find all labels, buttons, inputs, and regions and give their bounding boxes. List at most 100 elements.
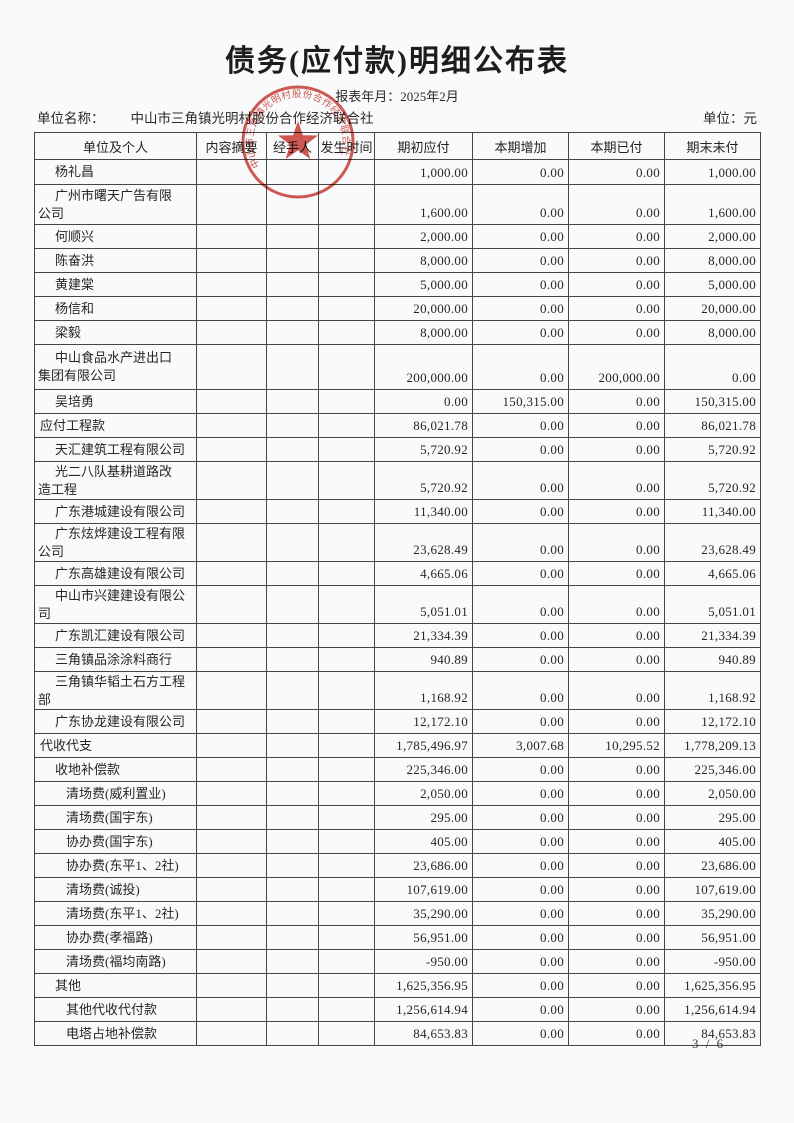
end-unpaid-cell: 107,619.00 xyxy=(664,877,761,903)
period-paid-cell: 0.00 xyxy=(568,757,665,783)
handler-cell xyxy=(266,781,319,807)
debtor-name-cell: 广东港城建设有限公司 xyxy=(34,499,197,525)
end-unpaid-cell: 20,000.00 xyxy=(664,296,761,321)
debtor-name-cell: 中山食品水产进出口 集团有限公司 xyxy=(34,344,197,390)
handler-cell xyxy=(266,413,319,438)
column-header-handler: 经手人 xyxy=(266,132,319,160)
summary-cell xyxy=(196,623,267,649)
period-increase-cell: 0.00 xyxy=(472,949,569,975)
begin-payable-cell: 5,720.92 xyxy=(374,460,473,501)
table-row: 清场费(诚投) 107,619.00 0.00 0.00 107,619.00 xyxy=(34,877,761,903)
date-cell xyxy=(318,184,375,225)
period-increase-cell: 0.00 xyxy=(472,853,569,879)
begin-payable-cell: 21,334.39 xyxy=(374,623,473,649)
period-paid-cell: 0.00 xyxy=(568,184,665,225)
period-paid-cell: 0.00 xyxy=(568,413,665,438)
table-row: 其他代收代付款 1,256,614.94 0.00 0.00 1,256,614… xyxy=(34,997,761,1023)
debtor-name-cell: 杨礼昌 xyxy=(34,159,197,185)
date-cell xyxy=(318,901,375,927)
date-cell xyxy=(318,561,375,587)
end-unpaid-cell: 1,000.00 xyxy=(664,159,761,185)
summary-cell xyxy=(196,671,267,711)
end-unpaid-cell: 35,290.00 xyxy=(664,901,761,927)
begin-payable-cell: 5,051.01 xyxy=(374,585,473,625)
date-cell xyxy=(318,647,375,673)
unit-info-row: 单位名称： 中山市三角镇光明村股份合作经济联合社 单位：元 xyxy=(37,107,757,127)
summary-cell xyxy=(196,320,267,345)
date-cell xyxy=(318,437,375,462)
begin-payable-cell: 84,653.83 xyxy=(374,1021,473,1047)
debtor-name-cell: 其他 xyxy=(34,973,197,999)
column-header-summary: 内容摘要 xyxy=(196,132,267,160)
table-row: 杨礼昌 1,000.00 0.00 0.00 1,000.00 xyxy=(34,159,761,185)
period-increase-cell: 0.00 xyxy=(472,248,569,273)
debtor-name-cell: 广州市曙天广告有限 公司 xyxy=(34,184,197,225)
period-paid-cell: 0.00 xyxy=(568,460,665,501)
begin-payable-cell: 405.00 xyxy=(374,829,473,855)
unit-name: 中山市三角镇光明村股份合作经济联合社 xyxy=(130,111,374,126)
column-header-begin-payable: 期初应付 xyxy=(374,132,473,160)
page-number: 3 / 6 xyxy=(692,1036,726,1051)
date-cell xyxy=(318,623,375,649)
table-row: 协办费(孝福路) 56,951.00 0.00 0.00 56,951.00 xyxy=(34,925,761,951)
end-unpaid-cell: 5,720.92 xyxy=(664,460,761,501)
debtor-name-cell: 何顺兴 xyxy=(34,224,197,249)
table-row: 中山食品水产进出口 集团有限公司 200,000.00 0.00 200,000… xyxy=(34,344,761,390)
date-cell xyxy=(318,389,375,414)
column-header-period-paid: 本期已付 xyxy=(568,132,665,160)
summary-cell xyxy=(196,272,267,297)
table-row: 协办费(东平1、2社) 23,686.00 0.00 0.00 23,686.0… xyxy=(34,853,761,879)
table-row: 光二八队基耕道路改 造工程 5,720.92 0.00 0.00 5,720.9… xyxy=(34,460,761,501)
handler-cell xyxy=(266,1021,319,1047)
debtor-name-cell: 电塔占地补偿款 xyxy=(34,1021,197,1047)
debtor-name-cell: 清场费(东平1、2社) xyxy=(34,901,197,927)
summary-cell xyxy=(196,949,267,975)
table-row: 清场费(威利置业) 2,050.00 0.00 0.00 2,050.00 xyxy=(34,781,761,807)
begin-payable-cell: 1,625,356.95 xyxy=(374,973,473,999)
period-increase-cell: 0.00 xyxy=(472,344,569,390)
debtor-name-cell: 清场费(威利置业) xyxy=(34,781,197,807)
debtor-name-cell: 代收代支 xyxy=(34,733,197,759)
table-row: 电塔占地补偿款 84,653.83 0.00 0.00 84,653.83 xyxy=(34,1021,761,1047)
period-paid-cell: 0.00 xyxy=(568,853,665,879)
handler-cell xyxy=(266,248,319,273)
date-cell xyxy=(318,997,375,1023)
handler-cell xyxy=(266,949,319,975)
begin-payable-cell: 56,951.00 xyxy=(374,925,473,951)
period-paid-cell: 0.00 xyxy=(568,781,665,807)
summary-cell xyxy=(196,499,267,525)
end-unpaid-cell: 8,000.00 xyxy=(664,248,761,273)
table-row: 何顺兴 2,000.00 0.00 0.00 2,000.00 xyxy=(34,224,761,249)
table-row: 广东协龙建设有限公司 12,172.10 0.00 0.00 12,172.10 xyxy=(34,709,761,735)
summary-cell xyxy=(196,781,267,807)
period-paid-cell: 0.00 xyxy=(568,248,665,273)
date-cell xyxy=(318,1021,375,1047)
column-header-end-unpaid: 期末未付 xyxy=(664,132,761,160)
end-unpaid-cell: 23,686.00 xyxy=(664,853,761,879)
period-increase-cell: 0.00 xyxy=(472,437,569,462)
begin-payable-cell: 20,000.00 xyxy=(374,296,473,321)
debtor-name-cell: 协办费(国宇东) xyxy=(34,829,197,855)
handler-cell xyxy=(266,523,319,563)
begin-payable-cell: 35,290.00 xyxy=(374,901,473,927)
begin-payable-cell: 0.00 xyxy=(374,389,473,414)
period-paid-cell: 0.00 xyxy=(568,877,665,903)
date-cell xyxy=(318,877,375,903)
date-cell xyxy=(318,224,375,249)
begin-payable-cell: 1,256,614.94 xyxy=(374,997,473,1023)
period-paid-cell: 0.00 xyxy=(568,901,665,927)
debtor-name-cell: 陈奋洪 xyxy=(34,248,197,273)
date-cell xyxy=(318,460,375,501)
handler-cell xyxy=(266,437,319,462)
page-title: 债务(应付款)明细公布表 xyxy=(225,45,569,78)
table-row: 吴培勇 0.00 150,315.00 0.00 150,315.00 xyxy=(34,389,761,414)
begin-payable-cell: 200,000.00 xyxy=(374,344,473,390)
period-paid-cell: 0.00 xyxy=(568,1021,665,1047)
debtor-name-cell: 协办费(孝福路) xyxy=(34,925,197,951)
period-paid-cell: 0.00 xyxy=(568,499,665,525)
end-unpaid-cell: 1,256,614.94 xyxy=(664,997,761,1023)
debtor-name-cell: 广东炫烨建设工程有限 公司 xyxy=(34,523,197,563)
date-cell xyxy=(318,973,375,999)
date-cell xyxy=(318,925,375,951)
